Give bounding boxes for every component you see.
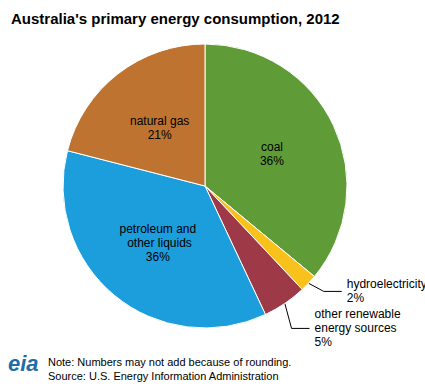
svg-text:other liquids: other liquids [124, 236, 192, 250]
svg-text:Note: Numbers may not add beca: Note: Numbers may not add because of rou… [48, 356, 291, 368]
svg-text:21%: 21% [148, 128, 172, 142]
svg-text:Source: U.S. Energy Informatio: Source: U.S. Energy Information Administ… [48, 370, 279, 382]
svg-text:energy sources: energy sources [315, 321, 397, 335]
svg-text:36%: 36% [260, 154, 284, 168]
svg-text:other renewable: other renewable [315, 307, 404, 321]
svg-text:2%: 2% [347, 291, 365, 305]
svg-text:petroleum and: petroleum and [119, 222, 196, 236]
svg-text:hydroelectricity: hydroelectricity [347, 277, 425, 291]
svg-text:5%: 5% [315, 335, 333, 349]
svg-text:eia: eia [8, 351, 39, 376]
svg-text:Australia's primary energy con: Australia's primary energy consumption, … [11, 10, 340, 27]
svg-text:36%: 36% [146, 250, 170, 264]
svg-text:coal: coal [261, 140, 283, 154]
svg-text:natural gas: natural gas [130, 114, 189, 128]
